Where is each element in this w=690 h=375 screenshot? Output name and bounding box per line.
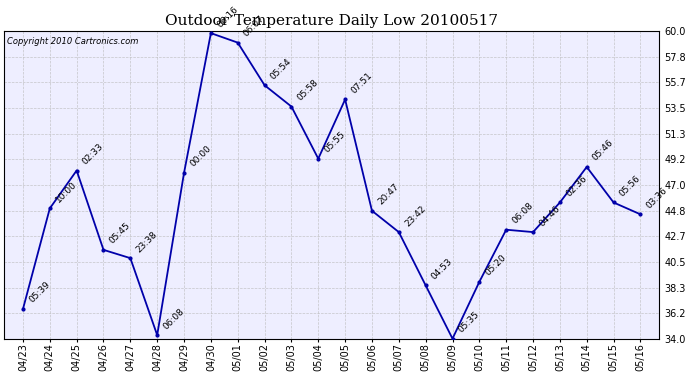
Text: 03:36: 03:36	[644, 186, 669, 210]
Text: 07:51: 07:51	[349, 70, 374, 95]
Text: 05:39: 05:39	[27, 280, 52, 305]
Text: 04:53: 04:53	[430, 256, 455, 281]
Text: 23:38: 23:38	[135, 230, 159, 254]
Text: 06:16: 06:16	[215, 4, 239, 29]
Text: 00:00: 00:00	[188, 144, 213, 169]
Text: 05:55: 05:55	[322, 130, 347, 154]
Title: Outdoor Temperature Daily Low 20100517: Outdoor Temperature Daily Low 20100517	[165, 14, 498, 28]
Text: 05:46: 05:46	[591, 138, 615, 163]
Text: 06:07: 06:07	[242, 14, 266, 39]
Text: 05:45: 05:45	[108, 221, 132, 246]
Text: 05:54: 05:54	[268, 57, 293, 81]
Text: 04:46: 04:46	[538, 204, 562, 228]
Text: 20:47: 20:47	[376, 182, 401, 207]
Text: 05:56: 05:56	[618, 174, 642, 198]
Text: 05:20: 05:20	[484, 253, 508, 278]
Text: 02:33: 02:33	[81, 142, 106, 166]
Text: 10:00: 10:00	[54, 180, 79, 204]
Text: 06:08: 06:08	[161, 306, 186, 331]
Text: 05:58: 05:58	[295, 78, 320, 102]
Text: 05:35: 05:35	[457, 310, 482, 334]
Text: 23:42: 23:42	[403, 204, 427, 228]
Text: 02:36: 02:36	[564, 174, 589, 198]
Text: 06:08: 06:08	[511, 201, 535, 225]
Text: Copyright 2010 Cartronics.com: Copyright 2010 Cartronics.com	[8, 37, 139, 46]
